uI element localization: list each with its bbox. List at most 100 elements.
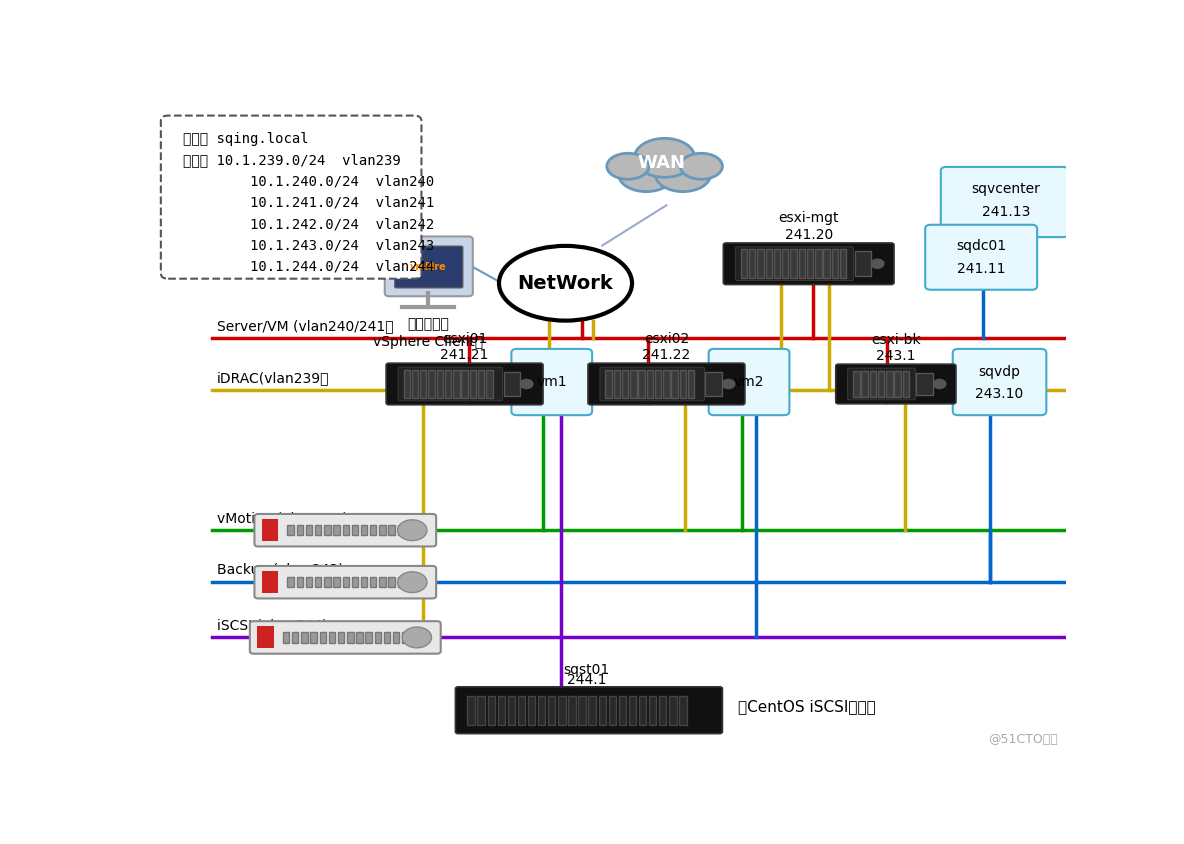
Bar: [337, 632, 345, 642]
Text: sqst01: sqst01: [564, 663, 610, 677]
Bar: [638, 370, 645, 398]
Bar: [538, 696, 546, 724]
Bar: [356, 632, 362, 642]
Text: 客户访问机: 客户访问机: [407, 317, 449, 332]
FancyBboxPatch shape: [953, 349, 1047, 415]
Text: vSphere Client端: vSphere Client端: [373, 335, 483, 349]
Bar: [831, 250, 838, 278]
Bar: [320, 632, 326, 642]
Bar: [388, 525, 394, 535]
Bar: [619, 696, 626, 724]
Bar: [548, 696, 555, 724]
Bar: [517, 696, 526, 724]
Bar: [292, 632, 298, 642]
FancyBboxPatch shape: [588, 363, 745, 405]
Bar: [342, 525, 349, 535]
Bar: [393, 632, 399, 642]
Bar: [749, 250, 755, 278]
Text: 244.1: 244.1: [567, 674, 606, 688]
Bar: [630, 370, 637, 398]
FancyBboxPatch shape: [386, 363, 543, 405]
Circle shape: [933, 380, 946, 388]
Ellipse shape: [619, 158, 674, 192]
Bar: [404, 370, 410, 398]
Ellipse shape: [607, 154, 649, 179]
Bar: [297, 525, 303, 535]
Bar: [262, 571, 278, 593]
Bar: [310, 632, 317, 642]
FancyBboxPatch shape: [511, 349, 592, 415]
Bar: [605, 370, 612, 398]
Bar: [398, 525, 404, 535]
FancyBboxPatch shape: [161, 116, 422, 279]
Bar: [823, 250, 830, 278]
Bar: [324, 525, 330, 535]
Bar: [655, 370, 662, 398]
Bar: [609, 696, 616, 724]
Bar: [870, 371, 876, 398]
Bar: [361, 577, 367, 587]
Text: iSCSI (vlan 244): iSCSI (vlan 244): [217, 619, 327, 632]
Bar: [622, 370, 629, 398]
Bar: [902, 371, 909, 398]
Bar: [503, 371, 520, 397]
FancyBboxPatch shape: [255, 514, 436, 546]
Bar: [468, 696, 475, 724]
Bar: [398, 577, 404, 587]
Bar: [371, 525, 377, 535]
FancyBboxPatch shape: [398, 367, 503, 401]
Bar: [262, 519, 278, 541]
FancyBboxPatch shape: [394, 246, 463, 288]
Bar: [663, 370, 670, 398]
Bar: [384, 632, 391, 642]
Bar: [478, 370, 484, 398]
Circle shape: [722, 380, 735, 388]
FancyBboxPatch shape: [925, 225, 1037, 289]
Bar: [613, 370, 620, 398]
Bar: [403, 632, 408, 642]
Bar: [407, 525, 413, 535]
Circle shape: [520, 380, 533, 388]
Bar: [371, 577, 377, 587]
Bar: [791, 250, 797, 278]
Bar: [669, 696, 676, 724]
Ellipse shape: [656, 158, 710, 192]
Bar: [379, 577, 386, 587]
Bar: [329, 632, 335, 642]
Bar: [916, 372, 933, 395]
Bar: [629, 696, 636, 724]
Bar: [659, 696, 667, 724]
Text: vm2: vm2: [734, 375, 765, 389]
Bar: [806, 250, 813, 278]
Bar: [352, 525, 358, 535]
Text: 243.10: 243.10: [976, 387, 1024, 401]
Bar: [347, 632, 354, 642]
Bar: [301, 632, 308, 642]
Bar: [774, 250, 780, 278]
Bar: [366, 632, 372, 642]
FancyBboxPatch shape: [250, 621, 440, 653]
FancyBboxPatch shape: [255, 566, 436, 598]
Text: 241.11: 241.11: [957, 262, 1005, 276]
Bar: [288, 577, 294, 587]
Bar: [470, 370, 476, 398]
Bar: [855, 252, 871, 276]
Bar: [639, 696, 646, 724]
Bar: [766, 250, 772, 278]
Bar: [578, 696, 586, 724]
Bar: [741, 250, 747, 278]
Bar: [429, 370, 435, 398]
Circle shape: [403, 627, 431, 648]
Bar: [420, 370, 426, 398]
Text: esxi-bk
243.1: esxi-bk 243.1: [871, 333, 921, 363]
Text: iDRAC(vlan239）: iDRAC(vlan239）: [217, 371, 329, 385]
FancyBboxPatch shape: [709, 349, 790, 415]
Bar: [488, 696, 495, 724]
Bar: [706, 371, 722, 397]
Bar: [352, 577, 358, 587]
Text: 域名： sqing.local
网络： 10.1.239.0/24  vlan239
        10.1.240.0/24  vlan240
      : 域名： sqing.local 网络： 10.1.239.0/24 vlan23…: [182, 133, 435, 273]
Bar: [588, 696, 596, 724]
Bar: [688, 370, 695, 398]
Bar: [646, 370, 654, 398]
Bar: [379, 525, 386, 535]
